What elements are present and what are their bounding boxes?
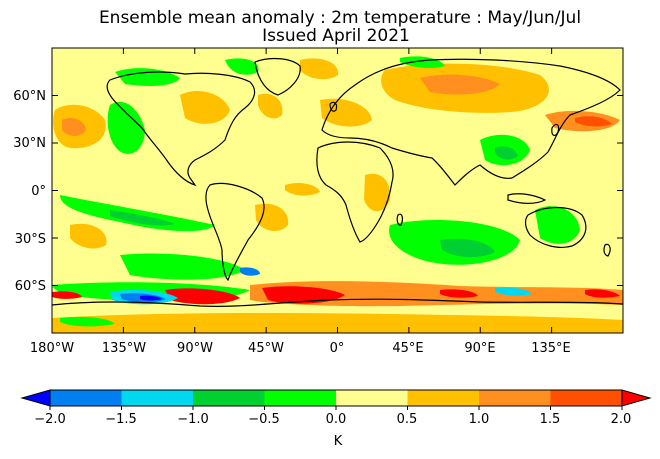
patch-southern-hot-5: [585, 289, 620, 298]
patch-africa-warm: [364, 173, 391, 212]
coast-africa: [316, 141, 394, 243]
coast-australia: [524, 206, 587, 248]
lon-ticks: [51, 48, 624, 333]
colorbar-tick-label: 1.0: [468, 412, 490, 427]
patch-southern-hot-2: [165, 288, 240, 305]
patch-spacific-warm: [70, 223, 107, 249]
patch-tropical-pacific-dark: [110, 210, 175, 226]
patch-io-dark: [440, 238, 495, 258]
colorbar-tick-label: −2.0: [34, 412, 66, 427]
colorbar-tick-label: 2.0: [610, 412, 632, 427]
colorbar-tick-label: −0.5: [248, 412, 280, 427]
colorbar-tick-label: 0.0: [325, 412, 347, 427]
lat-label-30n: 30°N: [13, 136, 46, 151]
coast-north-america: [106, 71, 256, 187]
coast-new-zealand: [603, 243, 611, 257]
lat-label-0: 0°: [31, 184, 46, 199]
lat-label-60n: 60°N: [13, 89, 46, 104]
colorbar: [20, 389, 652, 410]
patch-australia-green: [535, 206, 580, 244]
colorbar-tick-label: 1.5: [539, 412, 561, 427]
patch-greenland-warm: [300, 58, 339, 80]
coast-greenland: [254, 57, 301, 96]
patch-npacific-east-core: [575, 116, 612, 127]
coast-south-america: [205, 182, 265, 282]
patch-china-dark: [495, 146, 518, 160]
patch-tropical-pacific-green: [60, 195, 215, 232]
coast-uk: [329, 101, 338, 112]
lat-ticks: [52, 95, 623, 286]
lon-label-90e: 90°E: [464, 341, 496, 356]
colorbar-bin: [550, 390, 622, 406]
colorbar-bin: [264, 390, 336, 406]
coast-antarctica: [52, 298, 623, 307]
patch-canada-warm: [180, 90, 230, 124]
lon-label-45w: 45°W: [248, 341, 284, 356]
chart-title: Ensemble mean anomaly : 2m temperature :…: [98, 8, 582, 28]
patch-cool-spot: [240, 267, 260, 276]
patch-southern-hot-4: [440, 289, 478, 298]
lon-label-45e: 45°E: [392, 341, 424, 356]
colorbar-bin: [50, 390, 122, 406]
coast-japan: [551, 123, 560, 137]
lat-label-30s: 30°S: [14, 232, 46, 247]
patch-npacific-warm-core: [62, 118, 86, 136]
colorbar-bin: [407, 390, 479, 406]
patch-ross-cool: [495, 287, 532, 296]
chart-subtitle: Issued April 2021: [262, 26, 410, 46]
colorbar-units: K: [333, 434, 343, 449]
colorbar-tick-label: 0.5: [396, 412, 418, 427]
coastlines: [52, 57, 623, 307]
patch-weddell-coldest: [140, 295, 162, 301]
patch-asia-warm-core: [420, 74, 500, 95]
patch-satlantic-warm: [285, 182, 320, 196]
lon-label-180w: 180°W: [29, 341, 75, 356]
colorbar-bin: [479, 390, 551, 406]
colorbar-extend-high: [621, 389, 652, 407]
lon-label-135w: 135°W: [101, 341, 147, 356]
coast-eurasia: [321, 58, 621, 186]
patch-southern-hot-3: [52, 291, 82, 299]
colorbar-tick-label: −1.0: [177, 412, 209, 427]
patch-spacific-green: [120, 253, 245, 280]
patch-southern-hot-1: [262, 286, 345, 304]
patch-natlantic-warm: [258, 93, 283, 119]
lon-label-135e: 135°E: [531, 341, 571, 356]
patch-nepacific-green: [107, 101, 145, 154]
patch-antarctic-green: [60, 316, 115, 327]
lon-label-0: 0°: [329, 341, 345, 356]
colorbar-extend-low: [20, 389, 51, 407]
patch-arctic-green-2: [225, 58, 259, 75]
lon-label-90w: 90°W: [177, 341, 213, 356]
anomaly-field: [52, 48, 623, 333]
coast-madagascar: [396, 213, 404, 226]
colorbar-bin: [193, 390, 265, 406]
lat-label-60s: 60°S: [14, 279, 46, 294]
colorbar-bin: [121, 390, 193, 406]
colorbar-bin: [336, 390, 408, 406]
coast-indonesia: [507, 193, 547, 204]
colorbar-tick-label: −1.5: [105, 412, 137, 427]
